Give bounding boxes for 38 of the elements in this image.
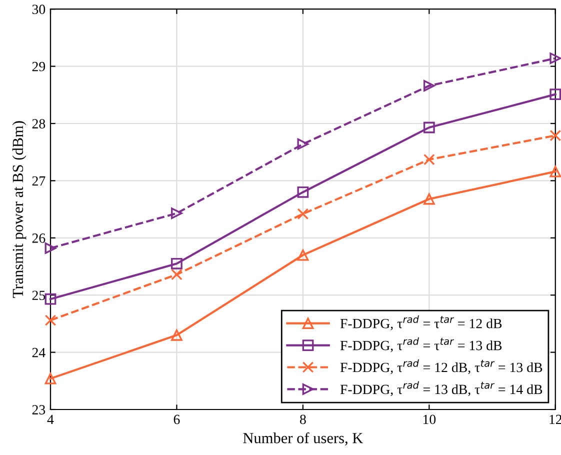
legend-label: F-DDPG, τ$^{rad}$ = 12 dB, τ$^{tar}$ = 13 dB <box>340 359 542 374</box>
y-tick-label: 25 <box>32 290 46 300</box>
legend-label: F-DDPG, τ$^{rad}$ = τ$^{tar}$ = 13 dB <box>340 337 502 352</box>
y-tick-label: 29 <box>32 62 46 72</box>
point <box>297 208 309 220</box>
point <box>423 154 435 166</box>
y-tick-label: 28 <box>32 119 46 128</box>
y-tick-label: 23 <box>32 405 46 414</box>
point <box>423 80 435 92</box>
point <box>44 314 56 326</box>
y-axis-title: Transmit power at BS (dBm) <box>12 121 26 298</box>
point <box>44 293 56 305</box>
x-tick-label: 6 <box>174 414 180 424</box>
y-tick-label: 26 <box>32 234 46 243</box>
point <box>44 242 56 254</box>
point <box>550 166 561 178</box>
point <box>171 208 182 219</box>
y-tick-label: 24 <box>32 348 46 358</box>
x-tick-label: 10 <box>423 414 436 424</box>
point <box>171 268 182 280</box>
point <box>550 52 561 64</box>
point <box>550 130 561 142</box>
point <box>297 186 309 198</box>
point <box>423 122 435 134</box>
point <box>550 88 561 100</box>
legend-label: F-DDPG, τ$^{rad}$ = 13 dB, τ$^{tar}$ = 14 dB <box>340 381 542 396</box>
x-tick-label: 8 <box>300 414 306 424</box>
y-tick-label: 27 <box>32 176 46 186</box>
point <box>44 372 56 384</box>
x-axis-title: Number of users, K <box>243 432 364 446</box>
point <box>171 258 182 270</box>
point <box>423 193 435 205</box>
point <box>297 138 309 150</box>
legend-label: F-DDPG, τ$^{rad}$ = τ$^{tar}$ = 12 dB <box>340 315 502 330</box>
point <box>171 329 182 341</box>
y-tick-label: 30 <box>32 4 46 14</box>
x-tick-label: 4 <box>47 414 54 424</box>
point <box>297 249 309 261</box>
